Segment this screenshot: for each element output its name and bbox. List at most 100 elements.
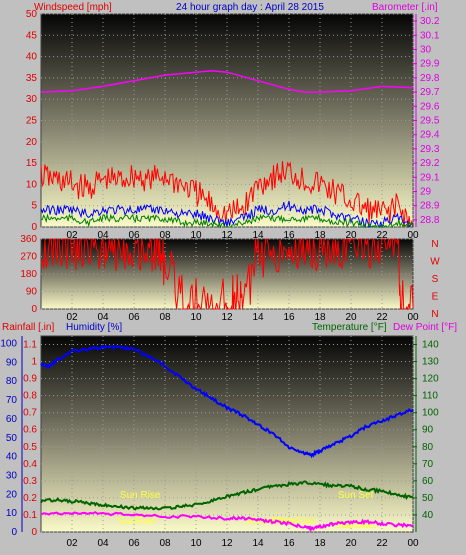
- x-tick-label: 00: [407, 230, 419, 241]
- sun-moon-event-label: Sun Set: [341, 520, 377, 531]
- climate-panel-grid: [41, 336, 414, 533]
- x-tick-label: 22: [376, 230, 388, 241]
- x-tick-label: 04: [97, 538, 109, 549]
- barometer-tick-label: 28.8: [420, 215, 440, 226]
- x-tick-label: 12: [221, 230, 233, 241]
- sun-moon-event-label: Sun Rise: [120, 490, 161, 501]
- x-tick-label: 18: [314, 230, 326, 241]
- climate-panel-axes: 02 04 06 08 10 12 14 16 18 20 22 0000.10.20.30.40.5…: [0, 336, 439, 549]
- x-tick-label: 14: [252, 538, 264, 549]
- x-tick-label: 20: [345, 312, 357, 323]
- rainfall-tick-label: 0: [31, 527, 37, 538]
- rainfall-tick-label: 1: [31, 357, 37, 368]
- x-tick-label: 04: [97, 312, 109, 323]
- sun-moon-event-label: Sun Set: [338, 490, 374, 501]
- barometer-tick-label: 30: [420, 45, 432, 56]
- rainfall-tick-label: 0.5: [23, 442, 37, 453]
- windspeed-tick-label: 20: [26, 137, 38, 148]
- sun-moon-event-label: SunRise: [118, 516, 156, 527]
- series-temperature: [40, 480, 414, 511]
- humidity-tick-label: 100: [0, 339, 17, 350]
- direction-panel-series: [40, 237, 414, 311]
- temperature-tick-label: 50: [422, 493, 434, 504]
- x-tick-label: 18: [314, 538, 326, 549]
- windspeed-tick-label: 5: [31, 201, 37, 212]
- barometer-tick-label: 29.3: [420, 144, 440, 155]
- x-tick-label: 16: [283, 538, 295, 549]
- x-tick-label: 22: [376, 538, 388, 549]
- x-tick-label: 20: [345, 230, 357, 241]
- compass-label: E: [432, 292, 439, 303]
- x-tick-label: 12: [221, 312, 233, 323]
- series-humidity: [40, 344, 414, 459]
- direction-tick-label: 0: [31, 304, 37, 315]
- barometer-tick-label: 29.9: [420, 59, 440, 70]
- x-tick-label: 06: [128, 312, 140, 323]
- direction-tick-label: 270: [20, 252, 37, 263]
- humidity-tick-label: 30: [6, 470, 18, 481]
- temperature-tick-label: 130: [422, 357, 439, 368]
- temperature-tick-label: 80: [422, 442, 434, 453]
- barometer-tick-label: 30.2: [420, 16, 440, 27]
- barometer-tick-label: 29.8: [420, 73, 440, 84]
- humidity-tick-label: 80: [6, 376, 18, 387]
- compass-label: W: [430, 257, 440, 268]
- direction-tick-label: 90: [26, 287, 38, 298]
- x-tick-label: 06: [128, 230, 140, 241]
- windspeed-tick-label: 40: [26, 52, 38, 63]
- graph-title: 24 hour graph day : April 28 2015: [176, 2, 324, 13]
- barometer-tick-label: 29.6: [420, 101, 440, 112]
- windspeed-tick-label: 30: [26, 94, 38, 105]
- barometer-tick-label: 29.2: [420, 158, 440, 169]
- x-tick-label: 14: [252, 312, 264, 323]
- x-tick-label: 22: [376, 312, 388, 323]
- compass-label: N: [431, 309, 438, 320]
- windspeed-tick-label: 45: [26, 30, 38, 41]
- humidity-tick-label: 10: [6, 508, 18, 519]
- temperature-axis-label: Temperature [°F]: [312, 322, 387, 333]
- x-tick-label: 00: [407, 538, 419, 549]
- x-tick-label: 06: [128, 538, 140, 549]
- x-tick-label: 02: [66, 230, 78, 241]
- x-tick-label: 16: [283, 312, 295, 323]
- x-tick-label: 00: [407, 312, 419, 323]
- direction-tick-label: 360: [20, 234, 37, 245]
- rainfall-tick-label: 0.2: [23, 493, 37, 504]
- barometer-tick-label: 30.1: [420, 30, 440, 41]
- humidity-tick-label: 70: [6, 395, 18, 406]
- x-tick-label: 08: [159, 312, 171, 323]
- x-tick-label: 02: [66, 538, 78, 549]
- sun-moon-event-label: MoonRise: [271, 516, 316, 527]
- humidity-tick-label: 90: [6, 357, 18, 368]
- compass-label: S: [432, 274, 439, 285]
- windspeed-axis-label: Windspeed [mph]: [34, 2, 112, 13]
- x-tick-label: 10: [190, 230, 202, 241]
- temperature-tick-label: 70: [422, 459, 434, 470]
- humidity-tick-label: 50: [6, 433, 18, 444]
- x-tick-label: 10: [190, 312, 202, 323]
- x-tick-label: 08: [159, 230, 171, 241]
- rainfall-axis-label: Rainfall [.in]: [2, 322, 54, 333]
- series-wind-speed-avg: [40, 213, 414, 229]
- rainfall-tick-label: 0.9: [23, 374, 37, 385]
- x-tick-label: 08: [159, 538, 171, 549]
- temperature-tick-label: 40: [422, 510, 434, 521]
- rainfall-tick-label: 0.4: [23, 459, 37, 470]
- windspeed-tick-label: 25: [26, 116, 38, 127]
- x-tick-label: 02: [66, 312, 78, 323]
- windspeed-tick-label: 50: [26, 9, 38, 20]
- barometer-tick-label: 29: [420, 187, 432, 198]
- x-tick-label: 12: [221, 538, 233, 549]
- climate-panel-series: [40, 344, 414, 533]
- series-dew-point: [40, 511, 414, 533]
- rainfall-tick-label: 0.3: [23, 476, 37, 487]
- temperature-tick-label: 100: [422, 408, 439, 419]
- barometer-tick-label: 29.1: [420, 172, 440, 183]
- wind-panel-series: [40, 70, 414, 229]
- windspeed-tick-label: 0: [31, 222, 37, 233]
- barometer-tick-label: 29.4: [420, 130, 440, 141]
- humidity-axis-label: Humidity [%]: [66, 322, 122, 333]
- x-tick-label: 14: [252, 230, 264, 241]
